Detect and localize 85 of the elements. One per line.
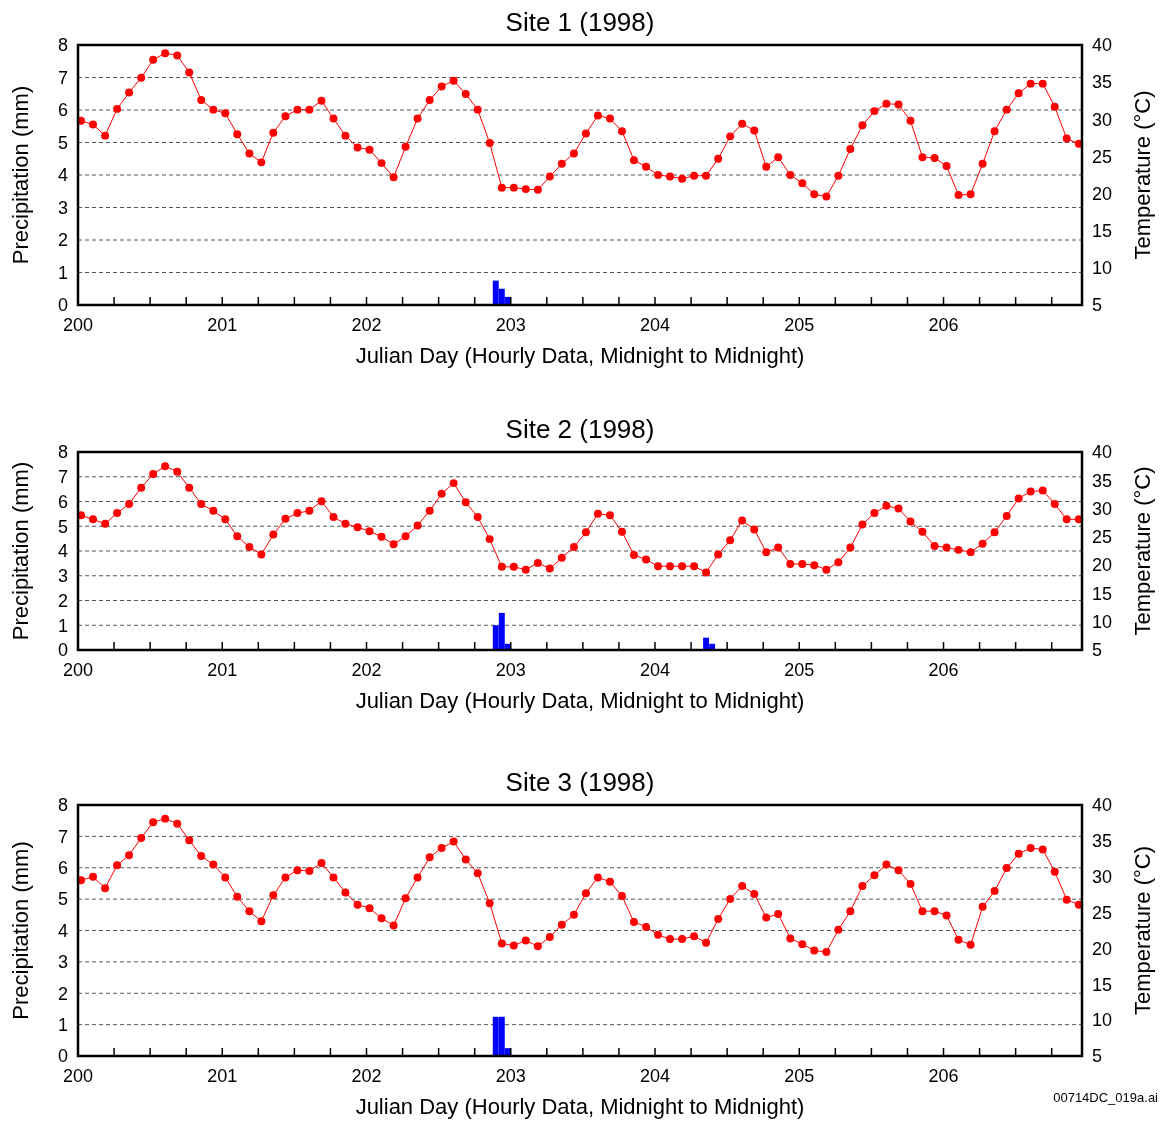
x-tick-label: 205 (784, 1066, 815, 1086)
y2-tick-label: 15 (1092, 221, 1113, 242)
y-tick-label: 2 (57, 590, 68, 611)
y2-tick-label: 40 (1092, 795, 1113, 816)
y-tick-label: 3 (57, 197, 68, 218)
y-tick-label: 3 (57, 952, 68, 973)
y2-tick-label: 25 (1092, 146, 1113, 167)
x-tick-label: 202 (351, 315, 382, 335)
y-tick-label: 6 (57, 491, 68, 512)
y-axis-title: Precipitation (mm) (8, 85, 33, 265)
y2-tick-label: 35 (1092, 72, 1113, 93)
y-tick-label: 4 (57, 920, 68, 941)
y2-tick-label: 35 (1092, 831, 1113, 852)
y-tick-label: 0 (57, 1046, 68, 1067)
y-tick-label: 2 (57, 983, 68, 1004)
x-tick-label: 204 (639, 315, 671, 335)
text: 00714DC_019a.ai (1053, 1090, 1159, 1105)
x-tick-label: 203 (495, 1066, 526, 1086)
x-tick-label: 200 (62, 660, 94, 680)
chart-title: Site 1 (1998) (505, 7, 655, 37)
y-tick-label: 3 (57, 566, 68, 587)
y-axis-title: Precipitation (mm) (8, 461, 33, 641)
x-tick-label: 205 (784, 660, 815, 680)
y2-tick-label: 10 (1092, 612, 1113, 633)
y-tick-label: 5 (57, 132, 68, 153)
y-tick-label: 8 (57, 795, 68, 816)
x-tick-label: 202 (351, 1066, 382, 1086)
y-tick-label: 0 (57, 640, 68, 661)
x-tick-label: 202 (351, 660, 382, 680)
y2-tick-label: 25 (1092, 902, 1113, 923)
y2-tick-label: 20 (1092, 938, 1113, 959)
y2-tick-label: 25 (1092, 527, 1113, 548)
x-tick-label: 201 (207, 660, 238, 680)
y-tick-label: 8 (57, 442, 68, 463)
y2-tick-label: 10 (1092, 1010, 1113, 1031)
y2-tick-label: 30 (1092, 109, 1113, 130)
y-tick-label: 2 (57, 230, 68, 251)
x-tick-label: 206 (928, 315, 959, 335)
y2-tick-label: 30 (1092, 867, 1113, 888)
y-tick-label: 4 (57, 541, 68, 562)
x-tick-label: 200 (62, 315, 94, 335)
y-tick-label: 0 (57, 295, 68, 316)
y-tick-label: 1 (57, 262, 68, 283)
x-tick-label: 204 (639, 1066, 671, 1086)
y2-tick-label: 5 (1092, 640, 1103, 661)
y-tick-label: 1 (57, 615, 68, 636)
x-axis-title: Julian Day (Hourly Data, Midnight to Midnight) (355, 343, 805, 368)
y-tick-label: 8 (57, 35, 68, 56)
y2-axis-title: Temperature (°C) (1130, 466, 1155, 636)
x-tick-label: 206 (928, 660, 959, 680)
y-tick-label: 6 (57, 858, 68, 879)
y-tick-label: 4 (57, 165, 68, 186)
x-tick-label: 200 (62, 1066, 94, 1086)
x-axis-title: Julian Day (Hourly Data, Midnight to Midnight) (355, 688, 805, 713)
y2-tick-label: 20 (1092, 555, 1113, 576)
y2-tick-label: 15 (1092, 974, 1113, 995)
y2-tick-label: 15 (1092, 583, 1113, 604)
x-tick-label: 206 (928, 1066, 959, 1086)
chart-title: Site 3 (1998) (505, 767, 655, 797)
x-axis-title: Julian Day (Hourly Data, Midnight to Midnight) (355, 1094, 805, 1119)
y-axis-title: Precipitation (mm) (8, 841, 33, 1020)
y2-tick-label: 5 (1092, 1046, 1103, 1067)
y2-tick-label: 10 (1092, 258, 1113, 279)
y2-tick-label: 5 (1092, 295, 1103, 316)
x-tick-label: 203 (495, 315, 526, 335)
y2-tick-label: 35 (1092, 470, 1113, 491)
x-tick-label: 201 (207, 315, 238, 335)
chart-title: Site 2 (1998) (505, 414, 655, 444)
y-tick-label: 7 (57, 467, 68, 488)
y-tick-label: 7 (57, 826, 68, 847)
x-tick-label: 201 (207, 1066, 238, 1086)
y-tick-label: 1 (57, 1014, 68, 1035)
y-tick-label: 5 (57, 889, 68, 910)
y2-tick-label: 20 (1092, 183, 1113, 204)
y2-tick-label: 40 (1092, 35, 1113, 56)
y-tick-label: 5 (57, 516, 68, 537)
y2-axis-title: Temperature (°C) (1130, 846, 1155, 1015)
y-tick-label: 7 (57, 67, 68, 88)
x-tick-label: 205 (784, 315, 815, 335)
y2-tick-label: 30 (1092, 498, 1113, 519)
y-tick-label: 6 (57, 100, 68, 121)
y2-tick-label: 40 (1092, 442, 1113, 463)
x-tick-label: 204 (639, 660, 671, 680)
x-tick-label: 203 (495, 660, 526, 680)
y2-axis-title: Temperature (°C) (1130, 90, 1155, 260)
